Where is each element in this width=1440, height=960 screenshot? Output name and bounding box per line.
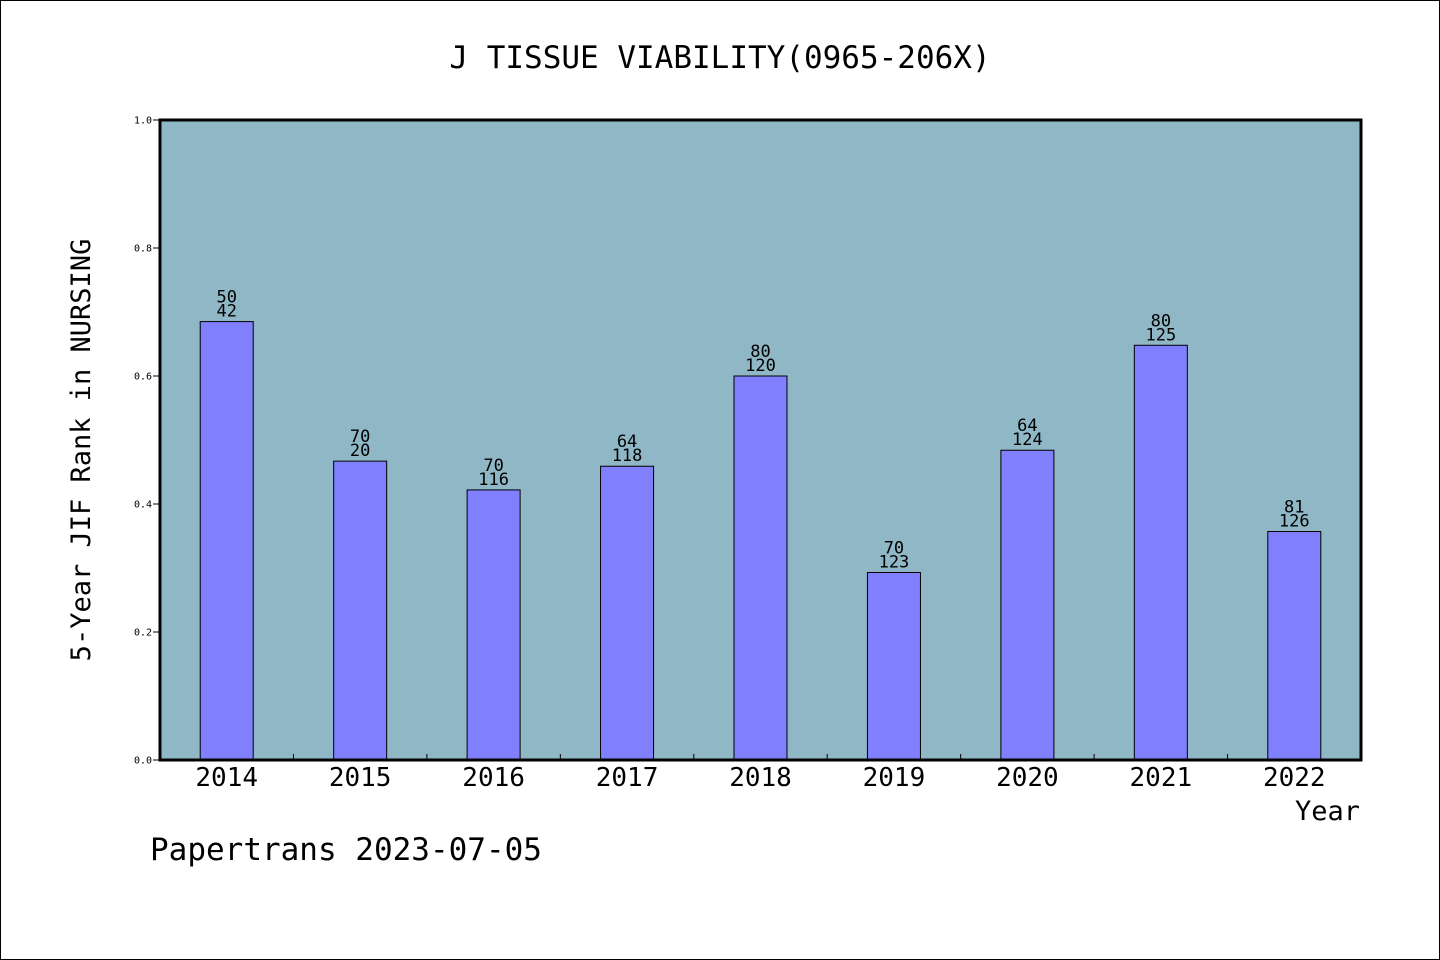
bar-2021 — [1133, 344, 1188, 761]
y-tick-label: 0.0 — [134, 756, 152, 767]
credit-text: Papertrans 2023-07-05 — [150, 832, 542, 868]
bar-label-bottom: 125 — [1145, 325, 1176, 345]
bar-label-top: 64 — [1017, 416, 1037, 436]
x-tick-label: 2019 — [863, 763, 926, 793]
bar-label-top: 70 — [884, 538, 904, 558]
bar-label-top: 64 — [617, 432, 637, 452]
bar-label-bottom: 20 — [350, 441, 370, 461]
x-tick-label: 2022 — [1263, 763, 1326, 793]
bar-2019 — [866, 571, 921, 761]
bar-2020 — [1000, 449, 1055, 761]
x-tick-label: 2021 — [1130, 763, 1193, 793]
y-tick-label: 0.8 — [134, 244, 152, 255]
y-tick-label: 0.6 — [134, 372, 152, 383]
bar-label-top: 80 — [1151, 311, 1171, 331]
bar-2018 — [733, 375, 788, 761]
y-tick-label: 0.2 — [134, 628, 152, 639]
bar-label-bottom: 124 — [1012, 430, 1043, 450]
y-axis-label: 5-Year JIF Rank in NURSING — [66, 239, 97, 662]
bar-label-bottom: 116 — [478, 470, 509, 490]
bar-label-bottom: 118 — [612, 446, 643, 466]
y-axis: 0.0 0.2 0.4 0.6 0.8 1.0 — [134, 116, 160, 767]
bar-2022 — [1267, 531, 1322, 761]
bar-label-bottom: 42 — [216, 302, 236, 322]
bar-label-top: 70 — [483, 456, 503, 476]
y-tick-label: 1.0 — [134, 116, 152, 127]
bar-label-bottom: 126 — [1279, 512, 1310, 532]
chart-title: J TISSUE VIABILITY(0965-206X) — [449, 40, 990, 76]
bar-label-bottom: 123 — [879, 552, 910, 572]
x-tick-label: 2015 — [329, 763, 392, 793]
y-tick-label: 0.4 — [134, 500, 152, 511]
x-axis-label: Year — [1295, 796, 1360, 827]
x-tick-label: 2020 — [996, 763, 1059, 793]
bars-group: 5042702070116641188012070123641248012581… — [199, 288, 1322, 761]
bar-label-top: 80 — [750, 342, 770, 362]
bar-label-top: 70 — [350, 427, 370, 447]
bar-2017 — [600, 465, 655, 761]
bar-2015 — [333, 460, 388, 761]
plot-border — [158, 118, 1363, 762]
x-tick-label: 2018 — [729, 763, 792, 793]
bar-label-bottom: 120 — [745, 356, 776, 376]
bar-2014 — [199, 321, 254, 761]
x-tick-label: 2014 — [195, 763, 258, 793]
bar-2016 — [466, 489, 521, 761]
x-tick-label: 2017 — [596, 763, 659, 793]
bar-label-top: 50 — [216, 288, 236, 308]
bar-label-top: 81 — [1284, 498, 1304, 518]
x-axis: 2014 2015 2016 2017 2018 2019 2020 2021 2022 — [195, 754, 1326, 793]
x-tick-label: 2016 — [462, 763, 525, 793]
